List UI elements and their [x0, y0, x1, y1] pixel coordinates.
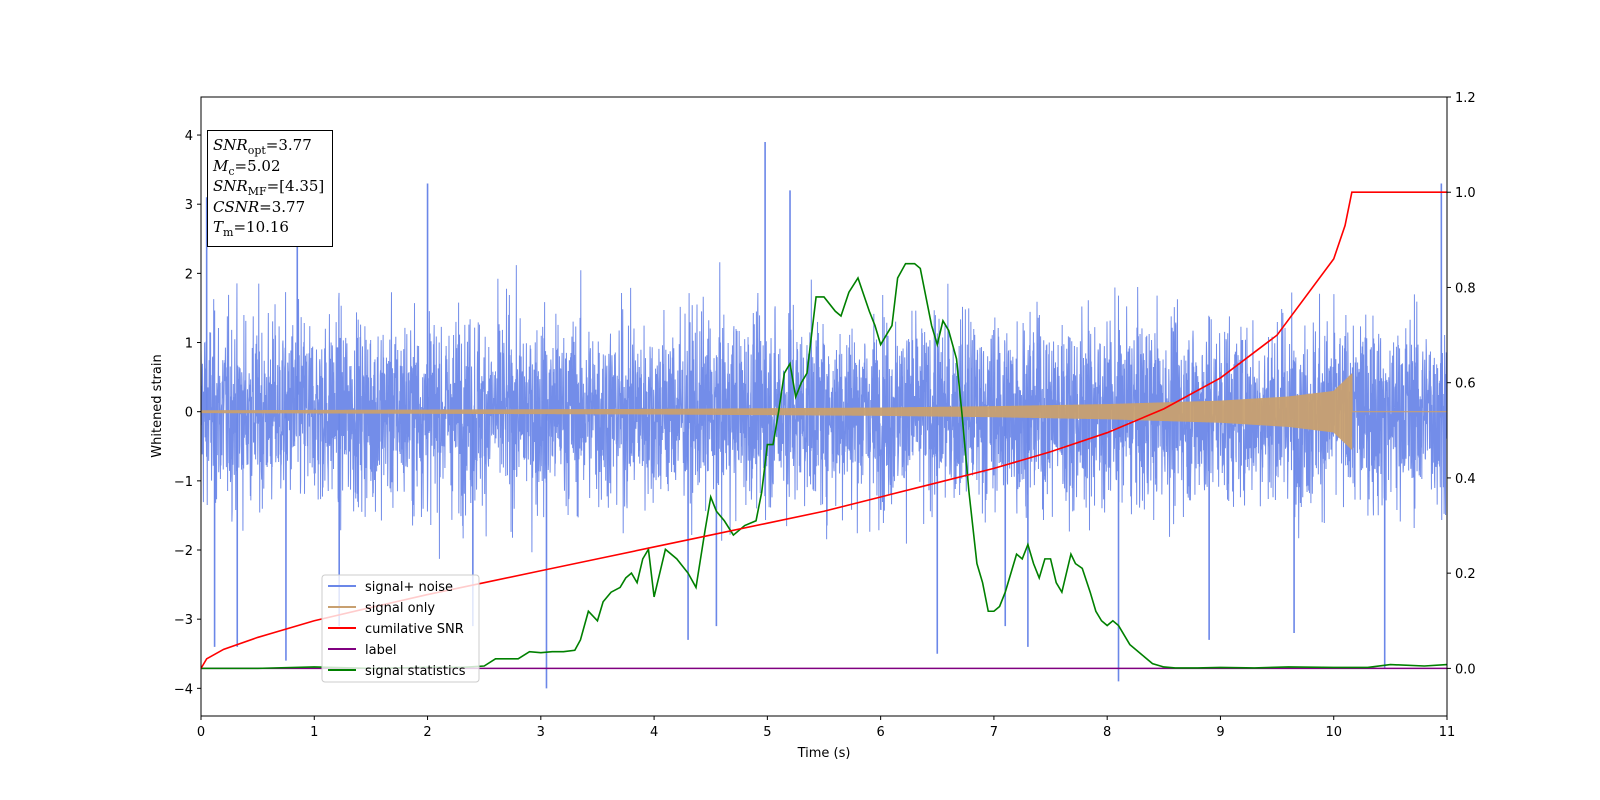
mc-sub: c	[228, 164, 235, 178]
csnr-value: =3.77	[259, 197, 306, 216]
tm-sub: m	[223, 226, 234, 239]
snr-mf-name: SNR	[213, 177, 248, 195]
y-left-tick-label: 4	[185, 129, 193, 144]
y-left-tick-label: 0	[185, 406, 193, 421]
x-tick-label: 1	[310, 725, 318, 740]
x-tick-label: 4	[650, 725, 658, 740]
x-tick-label: 11	[1439, 725, 1456, 740]
x-tick-label: 5	[763, 725, 771, 740]
legend-label: signal statistics	[365, 664, 466, 679]
tm-name: T	[213, 218, 224, 236]
legend-label: signal only	[365, 601, 435, 616]
y-right-tick-label: 0.0	[1455, 662, 1476, 677]
y-right-tick-label: 0.2	[1455, 567, 1476, 582]
snr-mf-value: =[4.35]	[266, 177, 325, 195]
legend: signal+ noise signal only cumilative SNR la…	[321, 574, 480, 683]
x-tick-label: 2	[423, 725, 431, 740]
y-left-tick-label: 1	[185, 337, 193, 352]
x-tick-label: 3	[537, 725, 545, 740]
y-left-tick-label: −1	[174, 475, 193, 490]
y-right-tick-label: 1.2	[1455, 91, 1476, 106]
y-axis-label: Whitened strain	[150, 354, 165, 457]
y-left-tick-label: 3	[185, 198, 193, 213]
y-left-tick-label: −2	[174, 544, 193, 559]
y-right-tick-label: 0.4	[1455, 472, 1476, 487]
y-right-tick-label: 1.0	[1455, 186, 1476, 201]
y-left-tick-label: −3	[174, 613, 193, 628]
y-right-tick-label: 0.6	[1455, 377, 1476, 392]
legend-label: label	[365, 643, 396, 658]
y-right-tick-label: 0.8	[1455, 281, 1476, 296]
plot-frame	[200, 96, 1448, 717]
legend-frame	[321, 574, 480, 683]
snr-opt-name: SNR	[213, 136, 248, 154]
snr-opt-line: SNRopt=3.77	[213, 135, 327, 156]
x-tick-label: 10	[1325, 725, 1342, 740]
mc-name: M	[213, 156, 229, 175]
mc-value: =5.02	[234, 156, 281, 175]
csnr-line: CSNR=3.77	[213, 197, 327, 218]
series-signal-statistics	[201, 262, 1447, 670]
tm-line: Tm=10.16	[213, 217, 327, 238]
x-tick-label: 7	[990, 725, 998, 740]
x-tick-label: 6	[876, 725, 884, 740]
y-left-tick-label: −4	[174, 682, 193, 697]
mc-line: Mc=5.02	[213, 156, 327, 177]
series-signal-only	[201, 373, 1447, 450]
x-axis-label: Time (s)	[797, 746, 851, 761]
snr-opt-sub: opt	[247, 144, 266, 157]
snr-opt-value: =3.77	[265, 136, 312, 154]
tm-value: =10.16	[233, 218, 289, 236]
info-box: SNRopt=3.77 Mc=5.02 SNRMF=[4.35] CSNR=3.…	[207, 130, 333, 247]
x-tick-label: 8	[1103, 725, 1111, 740]
x-tick-label: 0	[197, 725, 205, 740]
axes: 0 1 2 3 4 5 6 7 8 9 10 11 −4 −3 −2 −1 0 1 2 3 4 0.0 0.2 0.4 0.6 0…	[174, 91, 1476, 740]
snr-mf-sub: MF	[247, 185, 267, 198]
legend-label: signal+ noise	[365, 580, 453, 595]
csnr-name: CSNR	[213, 197, 260, 216]
y-left-tick-label: 2	[185, 267, 193, 282]
legend-label: cumilative SNR	[365, 622, 464, 637]
x-tick-label: 9	[1216, 725, 1224, 740]
series-signal-noise-spikes	[205, 141, 1443, 689]
snr-mf-line: SNRMF=[4.35]	[213, 176, 327, 197]
